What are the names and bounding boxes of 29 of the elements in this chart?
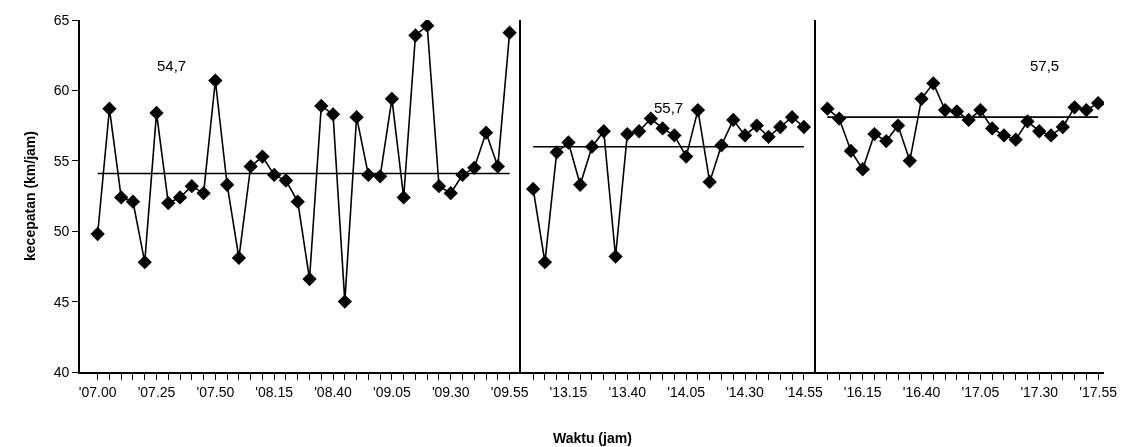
x-tick-label: '13.15: [549, 383, 588, 400]
y-tick-label: 55: [53, 152, 70, 169]
x-tick-label: '14.05: [667, 383, 706, 400]
x-tick-label: '16.15: [843, 383, 882, 400]
x-tick-label: '17.55: [1079, 383, 1118, 400]
x-tick-label: '09.05: [373, 383, 411, 400]
x-tick-label: '07.25: [137, 383, 176, 400]
annotation: 54,7: [157, 57, 187, 74]
x-tick-label: '09.30: [431, 383, 470, 400]
y-tick-label: 60: [53, 82, 70, 99]
y-tick-label: 65: [53, 11, 70, 28]
annotation: 57,5: [1030, 57, 1060, 74]
x-tick-label: '08.40: [314, 383, 353, 400]
x-tick-label: '17.30: [1020, 383, 1059, 400]
x-tick-label: '09.55: [490, 383, 529, 400]
x-tick-label: '07.00: [78, 383, 117, 400]
annotation: 55,7: [654, 99, 684, 116]
y-tick-label: 40: [53, 363, 70, 380]
x-axis-title: Waktu (jam): [553, 430, 632, 446]
x-tick-label: '17.05: [961, 383, 1000, 400]
x-tick-label: '13.40: [608, 383, 647, 400]
x-tick-label: '14.30: [726, 383, 765, 400]
x-tick-label: '07.50: [196, 383, 235, 400]
y-tick-label: 45: [53, 293, 70, 310]
y-tick-label: 50: [53, 223, 70, 240]
x-tick-label: '14.55: [785, 383, 823, 400]
x-tick-label: '16.40: [902, 383, 941, 400]
y-axis-title: kecepatan (km/jam): [21, 131, 38, 261]
x-tick-label: '08.15: [255, 383, 294, 400]
